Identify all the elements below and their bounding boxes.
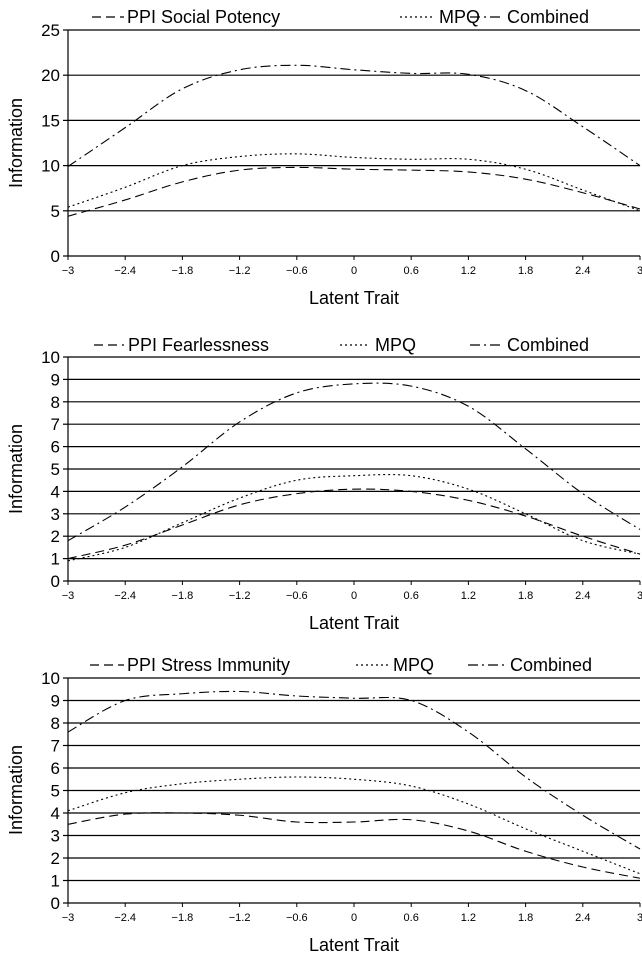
- x-tick-label: 2.4: [575, 590, 590, 602]
- x-tick-label: −1.8: [172, 912, 194, 924]
- legend-label: Combined: [507, 7, 589, 27]
- x-tick-label: 3: [637, 265, 642, 277]
- x-tick-label: −2.4: [114, 265, 136, 277]
- x-tick-label: −0.6: [286, 265, 308, 277]
- y-tick-label: 3: [51, 827, 60, 846]
- series-line-dashed: [67, 812, 641, 879]
- x-tick-label: −3: [62, 590, 75, 602]
- chart-panel-3: 0 1 2 3 4 5 6 7 8 9 10 −3 −2.4 −1.8 −1.2 −0.6 0 0.6 1.2 1.8…: [6, 655, 642, 955]
- y-tick-label: 15: [41, 111, 60, 130]
- chart-panel-1: 0 5 10 15 20 25 −3 −2.4 −1.8 −1.2 −0.6 0 0.6 1.2 1.8 2.…: [6, 7, 642, 308]
- legend-label: MPQ: [375, 335, 416, 355]
- x-tick-label: 3: [637, 590, 642, 602]
- x-tick-label: −1.2: [229, 265, 251, 277]
- legend-label: PPI Fearlessness: [128, 335, 269, 355]
- y-tick-label: 8: [51, 714, 60, 733]
- y-tick-label: 4: [51, 482, 60, 501]
- y-tick-label: 6: [51, 759, 60, 778]
- x-tick-label: 1.2: [461, 912, 476, 924]
- x-tick-label: 2.4: [575, 265, 590, 277]
- x-tick-label: 0: [351, 590, 357, 602]
- x-tick-label: −2.4: [114, 590, 136, 602]
- y-tick-label: 0: [51, 247, 60, 266]
- y-tick-label: 8: [51, 393, 60, 412]
- legend-label: MPQ: [439, 7, 480, 27]
- x-axis-title: Latent Trait: [309, 935, 399, 955]
- x-tick-label: 0: [351, 912, 357, 924]
- legend-label: MPQ: [393, 655, 434, 675]
- x-tick-label: 1.8: [518, 590, 533, 602]
- chart-panel-2: 0 1 2 3 4 5 6 7 8 9 10 −3 −2.4 −1.8 −1.2 −0.6 0 0.6 1.2 1.8…: [6, 335, 642, 633]
- legend-label: Combined: [507, 335, 589, 355]
- x-tick-label: 3: [637, 912, 642, 924]
- x-tick-label: −3: [62, 265, 75, 277]
- y-tick-label: 9: [51, 370, 60, 389]
- y-tick-label: 20: [41, 66, 60, 85]
- x-tick-label: 0.6: [404, 590, 419, 602]
- y-tick-label: 7: [51, 737, 60, 756]
- y-tick-label: 1: [51, 872, 60, 891]
- y-tick-label: 1: [51, 550, 60, 569]
- y-tick-label: 0: [51, 894, 60, 913]
- x-tick-label: −1.2: [229, 590, 251, 602]
- x-tick-label: 2.4: [575, 912, 590, 924]
- x-tick-label: 0: [351, 265, 357, 277]
- y-axis-title: Information: [6, 98, 26, 188]
- x-tick-label: 1.8: [518, 912, 533, 924]
- series-line-dotted: [67, 473, 641, 562]
- y-tick-label: 0: [51, 572, 60, 591]
- series-line-dashdot: [67, 382, 641, 542]
- series-line-dashdot: [67, 690, 641, 850]
- y-tick-label: 10: [41, 157, 60, 176]
- y-tick-label: 7: [51, 415, 60, 434]
- x-tick-label: 1.8: [518, 265, 533, 277]
- x-tick-label: −0.6: [286, 590, 308, 602]
- x-axis-title: Latent Trait: [309, 613, 399, 633]
- legend-label: Combined: [510, 655, 592, 675]
- y-tick-label: 3: [51, 505, 60, 524]
- y-tick-label: 5: [51, 460, 60, 479]
- y-tick-label: 2: [51, 849, 60, 868]
- x-tick-label: −2.4: [114, 912, 136, 924]
- legend-label: PPI Stress Immunity: [127, 655, 290, 675]
- x-tick-label: −1.2: [229, 912, 251, 924]
- x-tick-label: −0.6: [286, 912, 308, 924]
- legend-label: PPI Social Potency: [127, 7, 280, 27]
- x-tick-label: −1.8: [172, 265, 194, 277]
- series-line-dashed: [67, 488, 641, 560]
- y-tick-label: 6: [51, 438, 60, 457]
- y-tick-label: 5: [51, 782, 60, 801]
- x-tick-label: 0.6: [404, 265, 419, 277]
- y-tick-label: 4: [51, 804, 60, 823]
- x-tick-label: 1.2: [461, 265, 476, 277]
- y-axis-title: Information: [6, 745, 26, 835]
- series-line-dashdot: [67, 64, 641, 167]
- y-tick-label: 25: [41, 21, 60, 40]
- x-tick-label: −3: [62, 912, 75, 924]
- x-axis-title: Latent Trait: [309, 288, 399, 308]
- x-tick-label: −1.8: [172, 590, 194, 602]
- y-tick-label: 10: [41, 348, 60, 367]
- y-tick-label: 9: [51, 692, 60, 711]
- x-tick-label: 1.2: [461, 590, 476, 602]
- x-tick-label: 0.6: [404, 912, 419, 924]
- series-line-dotted: [67, 776, 641, 875]
- series-line-dotted: [67, 153, 641, 212]
- y-axis-title: Information: [6, 424, 26, 514]
- series-line-dashed: [67, 166, 641, 217]
- y-tick-label: 2: [51, 527, 60, 546]
- y-tick-label: 10: [41, 669, 60, 688]
- y-tick-label: 5: [51, 202, 60, 221]
